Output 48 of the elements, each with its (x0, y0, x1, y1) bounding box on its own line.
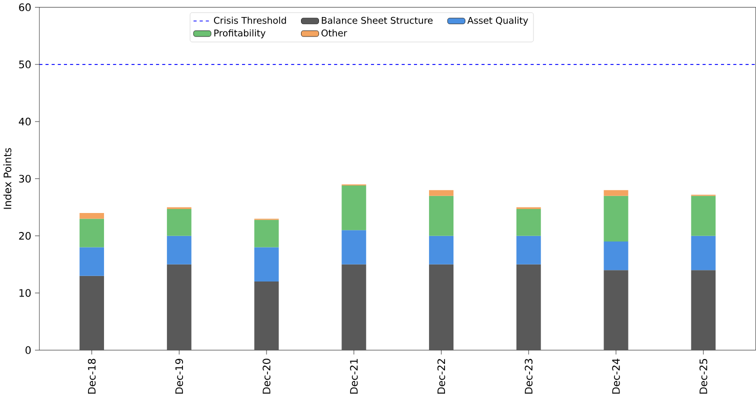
x-tick-label: Dec-22 (437, 359, 446, 394)
bar (80, 276, 104, 350)
bar (342, 230, 366, 264)
y-tick-label: 60 (19, 3, 31, 12)
bar (342, 264, 366, 350)
x-tick-label: Dec-19 (175, 358, 184, 394)
bar (166, 264, 192, 350)
bar (80, 212, 104, 219)
bar (342, 186, 366, 230)
y-tick-label: 20 (19, 232, 31, 240)
bar (691, 196, 716, 236)
bar (254, 220, 279, 248)
bar (516, 264, 541, 350)
bar (516, 236, 541, 264)
bar (166, 236, 192, 264)
y-tick-label: 30 (19, 174, 31, 183)
bar (429, 264, 454, 350)
x-tick-label: Dec-23 (524, 358, 533, 394)
bar (429, 190, 454, 196)
x-tick-label: Dec-20 (262, 358, 270, 394)
x-tick-label: Dec-25 (699, 358, 708, 394)
y-tick-label: 40 (18, 118, 31, 126)
bar (604, 196, 628, 242)
bar (80, 218, 104, 248)
bar (691, 270, 716, 350)
bar (429, 236, 454, 264)
bar (604, 190, 628, 196)
legend-label: Crisis Threshold (214, 16, 286, 24)
bar (80, 247, 104, 276)
legend-label: Profitability (214, 29, 266, 38)
legend-label: Asset Quality (467, 16, 528, 26)
x-tick-label: Dec-18 (88, 358, 96, 394)
bar (604, 242, 628, 270)
x-tick-label: Dec-24 (612, 358, 620, 394)
y-tick-label: 10 (19, 289, 31, 297)
bar (429, 196, 454, 236)
y-tick-label: 0 (26, 346, 31, 354)
legend-label: Balance Sheet Structure (322, 16, 433, 24)
bar (604, 270, 628, 350)
bar (254, 282, 279, 350)
legend-label: Other (322, 29, 348, 36)
y-axis-title: Index Points (3, 148, 12, 209)
bar (166, 208, 192, 236)
x-tick-label: Dec-21 (350, 359, 358, 394)
bar (516, 208, 541, 236)
bar (691, 236, 716, 270)
bar (254, 247, 279, 282)
y-tick-label: 50 (19, 60, 31, 68)
